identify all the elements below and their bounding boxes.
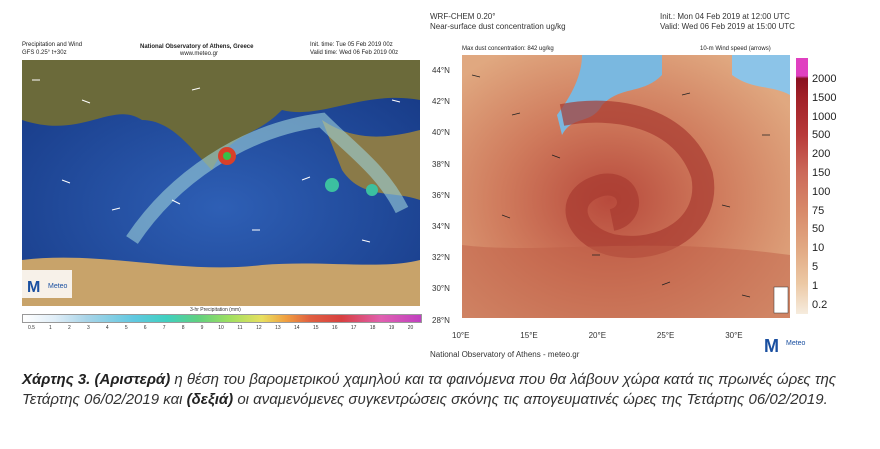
left-title: Precipitation and Wind — [22, 42, 83, 48]
left-colorbar-label: 5 — [124, 325, 128, 331]
left-colorbar — [22, 314, 422, 323]
left-colorbar-label: 7 — [162, 325, 166, 331]
lon-label: 10°E — [452, 331, 470, 340]
colorbar-label: 1000 — [812, 110, 837, 123]
right-footer: National Observatory of Athens - meteo.g… — [430, 350, 580, 359]
left-institute: National Observatory of Athens, Greece — [140, 44, 254, 50]
left-colorbar-label: 3 — [86, 325, 90, 331]
left-colorbar-label: 9 — [200, 325, 204, 331]
lat-label: 32°N — [432, 253, 450, 263]
left-colorbar-label: 10 — [218, 325, 224, 331]
colorbar-label: 50 — [812, 223, 825, 236]
colorbar-label: 10 — [812, 242, 825, 255]
left-colorbar-label: 4 — [105, 325, 109, 331]
left-colorbar-label: 11 — [237, 325, 243, 331]
right-colorbar — [796, 58, 808, 314]
colorbar-label: 200 — [812, 148, 831, 161]
left-colorbar-label: 6 — [143, 325, 147, 331]
caption-text: οι αναμενόμενες συγκεντρώσεις σκόνης τις… — [233, 391, 828, 408]
colorbar-label: 500 — [812, 129, 831, 142]
right-valid: Valid: Wed 06 Feb 2019 at 15:00 UTC — [660, 22, 795, 31]
right-map-image — [462, 55, 790, 318]
left-colorbar-label: 8 — [181, 325, 185, 331]
lat-label: 36°N — [432, 190, 450, 200]
lon-label: 30°E — [725, 331, 743, 340]
caption-bold: (δεξιά) — [186, 391, 234, 408]
lon-label: 20°E — [588, 331, 607, 340]
left-website: www.meteo.gr — [180, 51, 219, 57]
left-colorbar-label: 2 — [67, 325, 71, 331]
left-init: Init. time: Tue 05 Feb 2019 00z — [310, 42, 393, 48]
left-colorbar-label: 18 — [369, 325, 376, 331]
colorbar-label: 100 — [812, 185, 831, 198]
left-colorbar-label: 16 — [331, 325, 338, 331]
left-colorbar-label: 15 — [312, 325, 319, 331]
caption-text: η θέση του βαρομετρικού χαμηλού και τα φ… — [22, 371, 837, 408]
left-valid: Valid time: Wed 06 Feb 2019 00z — [310, 50, 399, 56]
left-map-image: M Meteo — [22, 60, 420, 306]
left-model: GFS 0.25° t+30z — [22, 50, 67, 56]
left-colorbar-label: 17 — [350, 325, 357, 331]
colorbar-label: 1500 — [812, 91, 837, 104]
right-logo-mark: M — [764, 336, 779, 356]
lat-label: 42°N — [432, 97, 450, 107]
right-init: Init.: Mon 04 Feb 2019 at 12:00 UTC — [660, 12, 790, 21]
lat-label: 38°N — [432, 159, 450, 169]
lon-label: 25°E — [656, 331, 675, 340]
left-colorbar-title: 3-hr Precipitation (mm) — [190, 307, 241, 313]
right-model: WRF-CHEM 0.20° — [430, 12, 496, 21]
lat-label: 30°N — [432, 284, 450, 294]
right-logo: Meteo — [786, 340, 806, 347]
colorbar-label: 0.2 — [812, 298, 828, 311]
colorbar-label: 150 — [812, 167, 831, 179]
left-logo: Meteo — [48, 283, 68, 290]
left-colorbar-label: 12 — [256, 325, 262, 331]
lat-label: 44°N — [432, 66, 450, 75]
left-colorbar-label: 0.5 — [27, 325, 35, 331]
left-colorbar-label: 13 — [275, 325, 281, 331]
right-title: Near-surface dust concentration ug/kg — [430, 22, 566, 31]
lat-label: 34°N — [432, 222, 450, 231]
colorbar-label: 75 — [812, 204, 825, 217]
right-wind: 10-m Wind speed (arrows) — [700, 46, 771, 52]
lon-label: 15°E — [520, 331, 538, 340]
lat-label: 40°N — [432, 128, 450, 138]
left-colorbar-label: 19 — [388, 325, 395, 331]
colorbar-label: 5 — [812, 261, 819, 273]
left-colorbar-label: 20 — [407, 325, 414, 331]
left-colorbar-label: 1 — [49, 325, 52, 331]
left-colorbar-label: 14 — [294, 325, 300, 331]
caption: Χάρτης 3. (Αριστερά) η θέση του βαρομετρ… — [22, 370, 842, 410]
svg-text:M: M — [27, 279, 40, 296]
colorbar-label: 2000 — [812, 73, 837, 85]
caption-lead: Χάρτης 3. (Αριστερά) — [22, 371, 171, 388]
right-max: Max dust concentration: 842 ug/kg — [462, 46, 554, 52]
colorbar-label: 1 — [812, 279, 819, 292]
lat-label: 28°N — [432, 315, 450, 325]
